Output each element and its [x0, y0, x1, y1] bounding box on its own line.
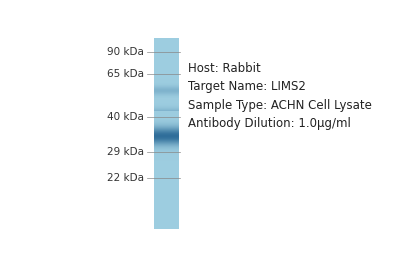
Text: 40 kDa: 40 kDa: [107, 112, 144, 122]
Text: Antibody Dilution: 1.0μg/ml: Antibody Dilution: 1.0μg/ml: [188, 117, 351, 130]
Text: 65 kDa: 65 kDa: [107, 69, 144, 79]
Text: 90 kDa: 90 kDa: [107, 46, 144, 57]
Text: Sample Type: ACHN Cell Lysate: Sample Type: ACHN Cell Lysate: [188, 99, 372, 112]
Bar: [154, 38, 179, 229]
Text: 22 kDa: 22 kDa: [107, 173, 144, 183]
Text: Target Name: LIMS2: Target Name: LIMS2: [188, 80, 306, 93]
Text: Host: Rabbit: Host: Rabbit: [188, 61, 261, 74]
Text: 29 kDa: 29 kDa: [107, 147, 144, 157]
